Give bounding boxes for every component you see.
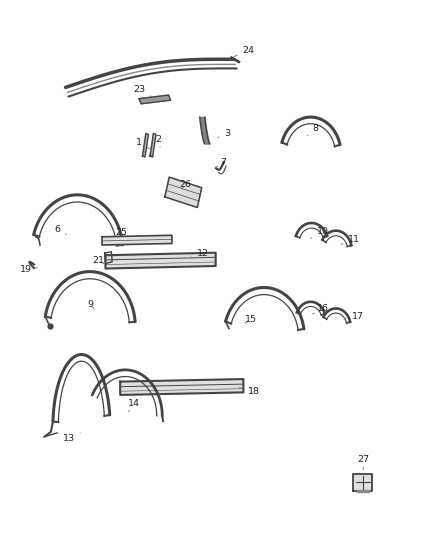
Text: 18: 18 <box>239 387 259 397</box>
Polygon shape <box>165 177 201 207</box>
Text: 27: 27 <box>357 455 369 470</box>
Text: 25: 25 <box>116 228 127 237</box>
Polygon shape <box>139 95 171 104</box>
Text: 8: 8 <box>307 124 319 135</box>
Text: 15: 15 <box>244 314 257 324</box>
Polygon shape <box>353 474 372 491</box>
Polygon shape <box>120 379 244 395</box>
Text: 1: 1 <box>136 138 150 149</box>
Text: 3: 3 <box>218 129 230 138</box>
Polygon shape <box>150 133 156 157</box>
Polygon shape <box>102 235 172 245</box>
Text: 11: 11 <box>341 235 360 245</box>
Text: 19: 19 <box>21 265 37 274</box>
Text: 2: 2 <box>155 135 161 147</box>
Text: 7: 7 <box>215 158 226 167</box>
Text: 17: 17 <box>344 312 364 321</box>
Text: 13: 13 <box>63 433 80 443</box>
Text: 26: 26 <box>180 180 191 189</box>
Text: 10: 10 <box>311 227 329 238</box>
Polygon shape <box>106 253 215 269</box>
Text: 14: 14 <box>128 399 140 412</box>
Polygon shape <box>142 133 148 157</box>
Text: 21: 21 <box>92 256 104 265</box>
Text: 12: 12 <box>191 249 209 257</box>
Text: 24: 24 <box>234 45 254 56</box>
Text: 16: 16 <box>312 304 329 314</box>
Text: 6: 6 <box>54 224 67 235</box>
Text: 9: 9 <box>88 300 94 309</box>
Text: 23: 23 <box>133 85 152 96</box>
